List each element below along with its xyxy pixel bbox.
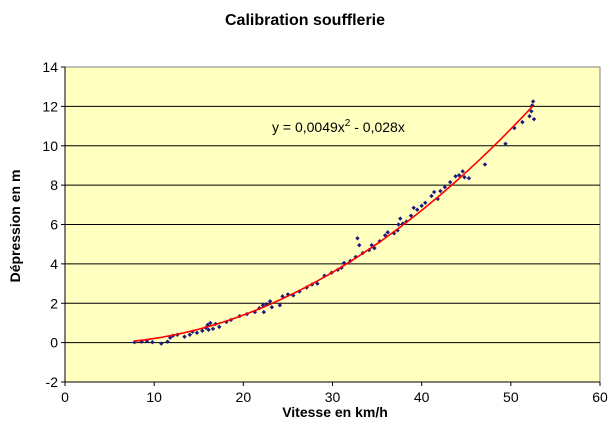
y-tick-label: 4 — [50, 256, 58, 272]
data-point — [182, 334, 187, 339]
data-point — [269, 304, 275, 310]
data-point — [217, 324, 222, 330]
x-axis-title: Vitesse en km/h — [282, 404, 388, 420]
data-point — [462, 175, 467, 180]
data-point — [482, 162, 488, 167]
y-axis-title: Dépression en m — [7, 170, 23, 283]
data-point — [165, 339, 170, 344]
equation-exponent: 2 — [345, 118, 351, 129]
data-point — [267, 299, 273, 304]
data-point — [530, 103, 535, 108]
y-tick-label: 14 — [42, 59, 58, 75]
x-tick-label: 10 — [146, 389, 162, 405]
x-tick-label: 50 — [503, 389, 519, 405]
data-point — [194, 330, 200, 335]
data-point — [460, 169, 465, 174]
x-tick-label: 30 — [325, 389, 341, 405]
y-tick-label: -2 — [46, 374, 59, 390]
data-point — [466, 176, 472, 181]
data-point — [159, 341, 164, 346]
data-point — [438, 188, 443, 194]
y-tick-label: 2 — [50, 295, 58, 311]
data-point — [419, 203, 424, 208]
data-point — [398, 216, 403, 221]
y-tick-labels: -2 0 2 4 6 8 10 12 14 — [42, 59, 58, 390]
data-point — [411, 205, 416, 210]
x-tick-label: 60 — [592, 389, 608, 405]
data-point — [429, 193, 434, 199]
data-point — [529, 109, 534, 114]
data-point — [527, 114, 532, 119]
data-point — [456, 173, 462, 178]
chart-title: Calibration soufflerie — [225, 12, 385, 29]
data-point — [277, 303, 283, 308]
y-tick-label: 12 — [42, 98, 58, 114]
data-point — [448, 179, 453, 185]
equation-rest: - 0,028x — [350, 119, 404, 135]
data-point — [200, 328, 205, 334]
data-point — [442, 184, 448, 190]
axes — [61, 66, 601, 386]
data-point — [415, 207, 420, 212]
data-point — [453, 174, 458, 179]
data-point — [503, 141, 508, 146]
data-point — [520, 119, 525, 125]
y-tick-label: 0 — [50, 335, 58, 351]
data-point — [431, 189, 437, 195]
data-point — [435, 196, 440, 202]
trendline-layer — [134, 105, 534, 342]
y-tick-label: 8 — [50, 177, 58, 193]
gridlines — [65, 105, 600, 344]
data-point — [224, 319, 229, 325]
data-point — [512, 125, 517, 131]
data-point — [190, 329, 195, 334]
data-point — [208, 320, 213, 326]
x-tick-label: 0 — [61, 389, 69, 405]
data-point — [396, 222, 401, 227]
data-point — [385, 230, 390, 235]
x-tick-label: 20 — [236, 389, 252, 405]
data-point — [150, 340, 155, 345]
data-point — [531, 116, 537, 122]
data-point — [261, 309, 267, 315]
data-point — [206, 327, 211, 333]
trendline-equation: y = 0,0049x2 - 0,028x — [272, 118, 405, 135]
x-tick-label: 40 — [414, 389, 430, 405]
data-point — [355, 236, 360, 241]
data-point — [423, 200, 428, 206]
data-point — [210, 326, 216, 332]
data-point — [187, 332, 193, 337]
data-point — [395, 228, 400, 233]
data-point — [530, 99, 536, 104]
x-tick-labels: 0 10 20 30 40 50 60 — [61, 389, 608, 405]
y-tick-label: 6 — [50, 217, 58, 233]
trendline — [134, 105, 534, 342]
y-tick-label: 10 — [42, 138, 58, 154]
equation-base: y = 0,0049x — [272, 119, 345, 135]
data-point — [357, 242, 362, 248]
data-point — [408, 213, 414, 218]
